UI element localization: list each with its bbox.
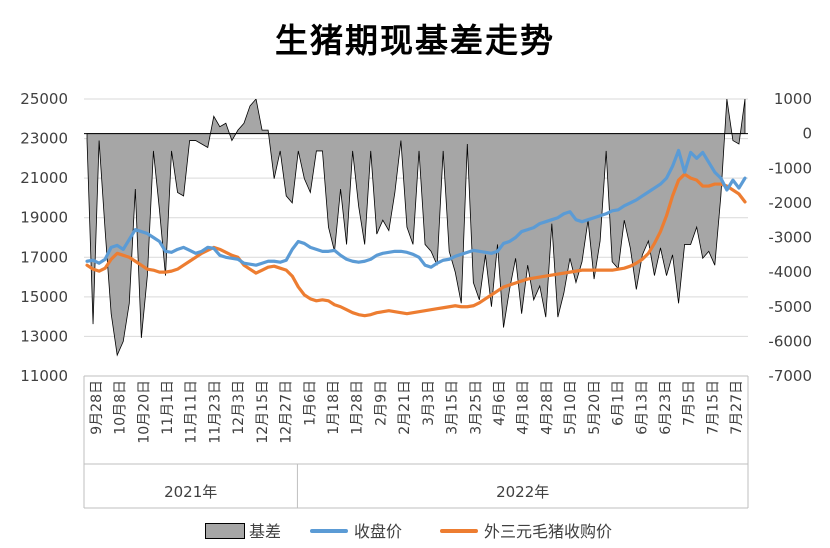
legend-item-basis: 基差 <box>205 521 281 543</box>
x-tick-label: 3月3日 <box>421 380 437 426</box>
x-tick-label: 6月13日 <box>634 380 650 435</box>
x-tick-label: 4月18日 <box>516 380 532 435</box>
left-y-axis-ticks: 25000 23000 21000 19000 17000 15000 13000 11000 <box>20 90 68 385</box>
x-tick-label: 11月1日 <box>160 380 176 435</box>
right-y-tick-label: -7000 <box>768 367 812 385</box>
line-series <box>85 148 747 318</box>
spot-price-line <box>85 172 747 318</box>
basis-area-series <box>84 99 748 357</box>
x-tick-label: 1月18日 <box>326 380 342 435</box>
left-y-tick-label: 15000 <box>20 288 68 306</box>
x-tick-label: 2月9日 <box>373 380 389 426</box>
year-group-label: 2022年 <box>496 483 549 501</box>
legend-swatch-close <box>310 529 348 533</box>
x-tick-label: 1月6日 <box>302 380 318 426</box>
x-tick-label: 11月11日 <box>184 380 200 444</box>
legend-swatch-spot <box>440 529 478 533</box>
x-tick-label: 6月1日 <box>611 380 627 426</box>
x-tick-label: 3月15日 <box>445 380 461 435</box>
legend: 基差 收盘价 外三元毛猪收购价 <box>0 521 830 543</box>
x-tick-label: 2月21日 <box>397 380 413 435</box>
x-tick-label: 7月15日 <box>705 380 721 435</box>
x-tick-label: 12月27日 <box>279 380 295 444</box>
x-tick-label: 7月27日 <box>729 380 745 435</box>
right-y-tick-label: -5000 <box>768 298 812 316</box>
x-tick-label: 5月10日 <box>563 380 579 435</box>
left-y-tick-label: 23000 <box>20 130 68 148</box>
x-tick-label: 9月28日 <box>89 380 105 435</box>
basis-area <box>86 99 746 357</box>
right-y-tick-label: 1000 <box>774 90 812 108</box>
right-y-tick-label: 0 <box>802 125 812 143</box>
left-y-tick-label: 13000 <box>20 327 68 345</box>
x-tick-label: 1月28日 <box>350 380 366 435</box>
left-y-tick-label: 19000 <box>20 209 68 227</box>
legend-item-close: 收盘价 <box>310 521 402 543</box>
x-tick-label: 7月5日 <box>682 380 698 426</box>
legend-label-basis: 基差 <box>249 522 282 541</box>
close-price-line <box>85 148 747 269</box>
legend-label-close: 收盘价 <box>354 522 403 541</box>
x-tick-label: 5月20日 <box>587 380 603 435</box>
right-y-tick-label: -1000 <box>768 159 812 177</box>
x-tick-label: 3月25日 <box>468 380 484 435</box>
x-tick-label: 11月23日 <box>207 380 223 444</box>
left-y-tick-label: 21000 <box>20 169 68 187</box>
right-y-tick-label: -4000 <box>768 263 812 281</box>
right-y-tick-label: -6000 <box>768 332 812 350</box>
legend-swatch-basis <box>205 523 245 539</box>
left-y-tick-label: 17000 <box>20 248 68 266</box>
left-y-tick-label: 11000 <box>20 367 68 385</box>
year-groups: 2021年 2022年 <box>83 376 749 509</box>
legend-label-spot: 外三元毛猪收购价 <box>484 522 613 541</box>
x-axis-ticks: 9月28日 10月8日 10月20日 11月1日 11月11日 11月23日 12月3日 12… <box>89 380 745 444</box>
chart-title: 生猪期现基差走势 <box>275 21 555 60</box>
x-tick-label: 10月20日 <box>136 380 152 444</box>
x-tick-label: 4月6日 <box>492 380 508 426</box>
left-y-tick-label: 25000 <box>20 90 68 108</box>
x-tick-label: 12月3日 <box>231 380 247 435</box>
x-tick-label: 12月15日 <box>255 380 271 444</box>
right-y-tick-label: -2000 <box>768 194 812 212</box>
year-group-label: 2021年 <box>164 483 217 501</box>
right-y-axis-ticks: 1000 0 -1000 -2000 -3000 -4000 -5000 -6000 -7000 <box>768 90 812 385</box>
x-tick-label: 10月8日 <box>113 380 129 435</box>
x-tick-label: 6月23日 <box>658 380 674 435</box>
right-y-tick-label: -3000 <box>768 229 812 247</box>
legend-item-spot: 外三元毛猪收购价 <box>440 521 612 543</box>
x-tick-label: 4月28日 <box>539 380 555 435</box>
